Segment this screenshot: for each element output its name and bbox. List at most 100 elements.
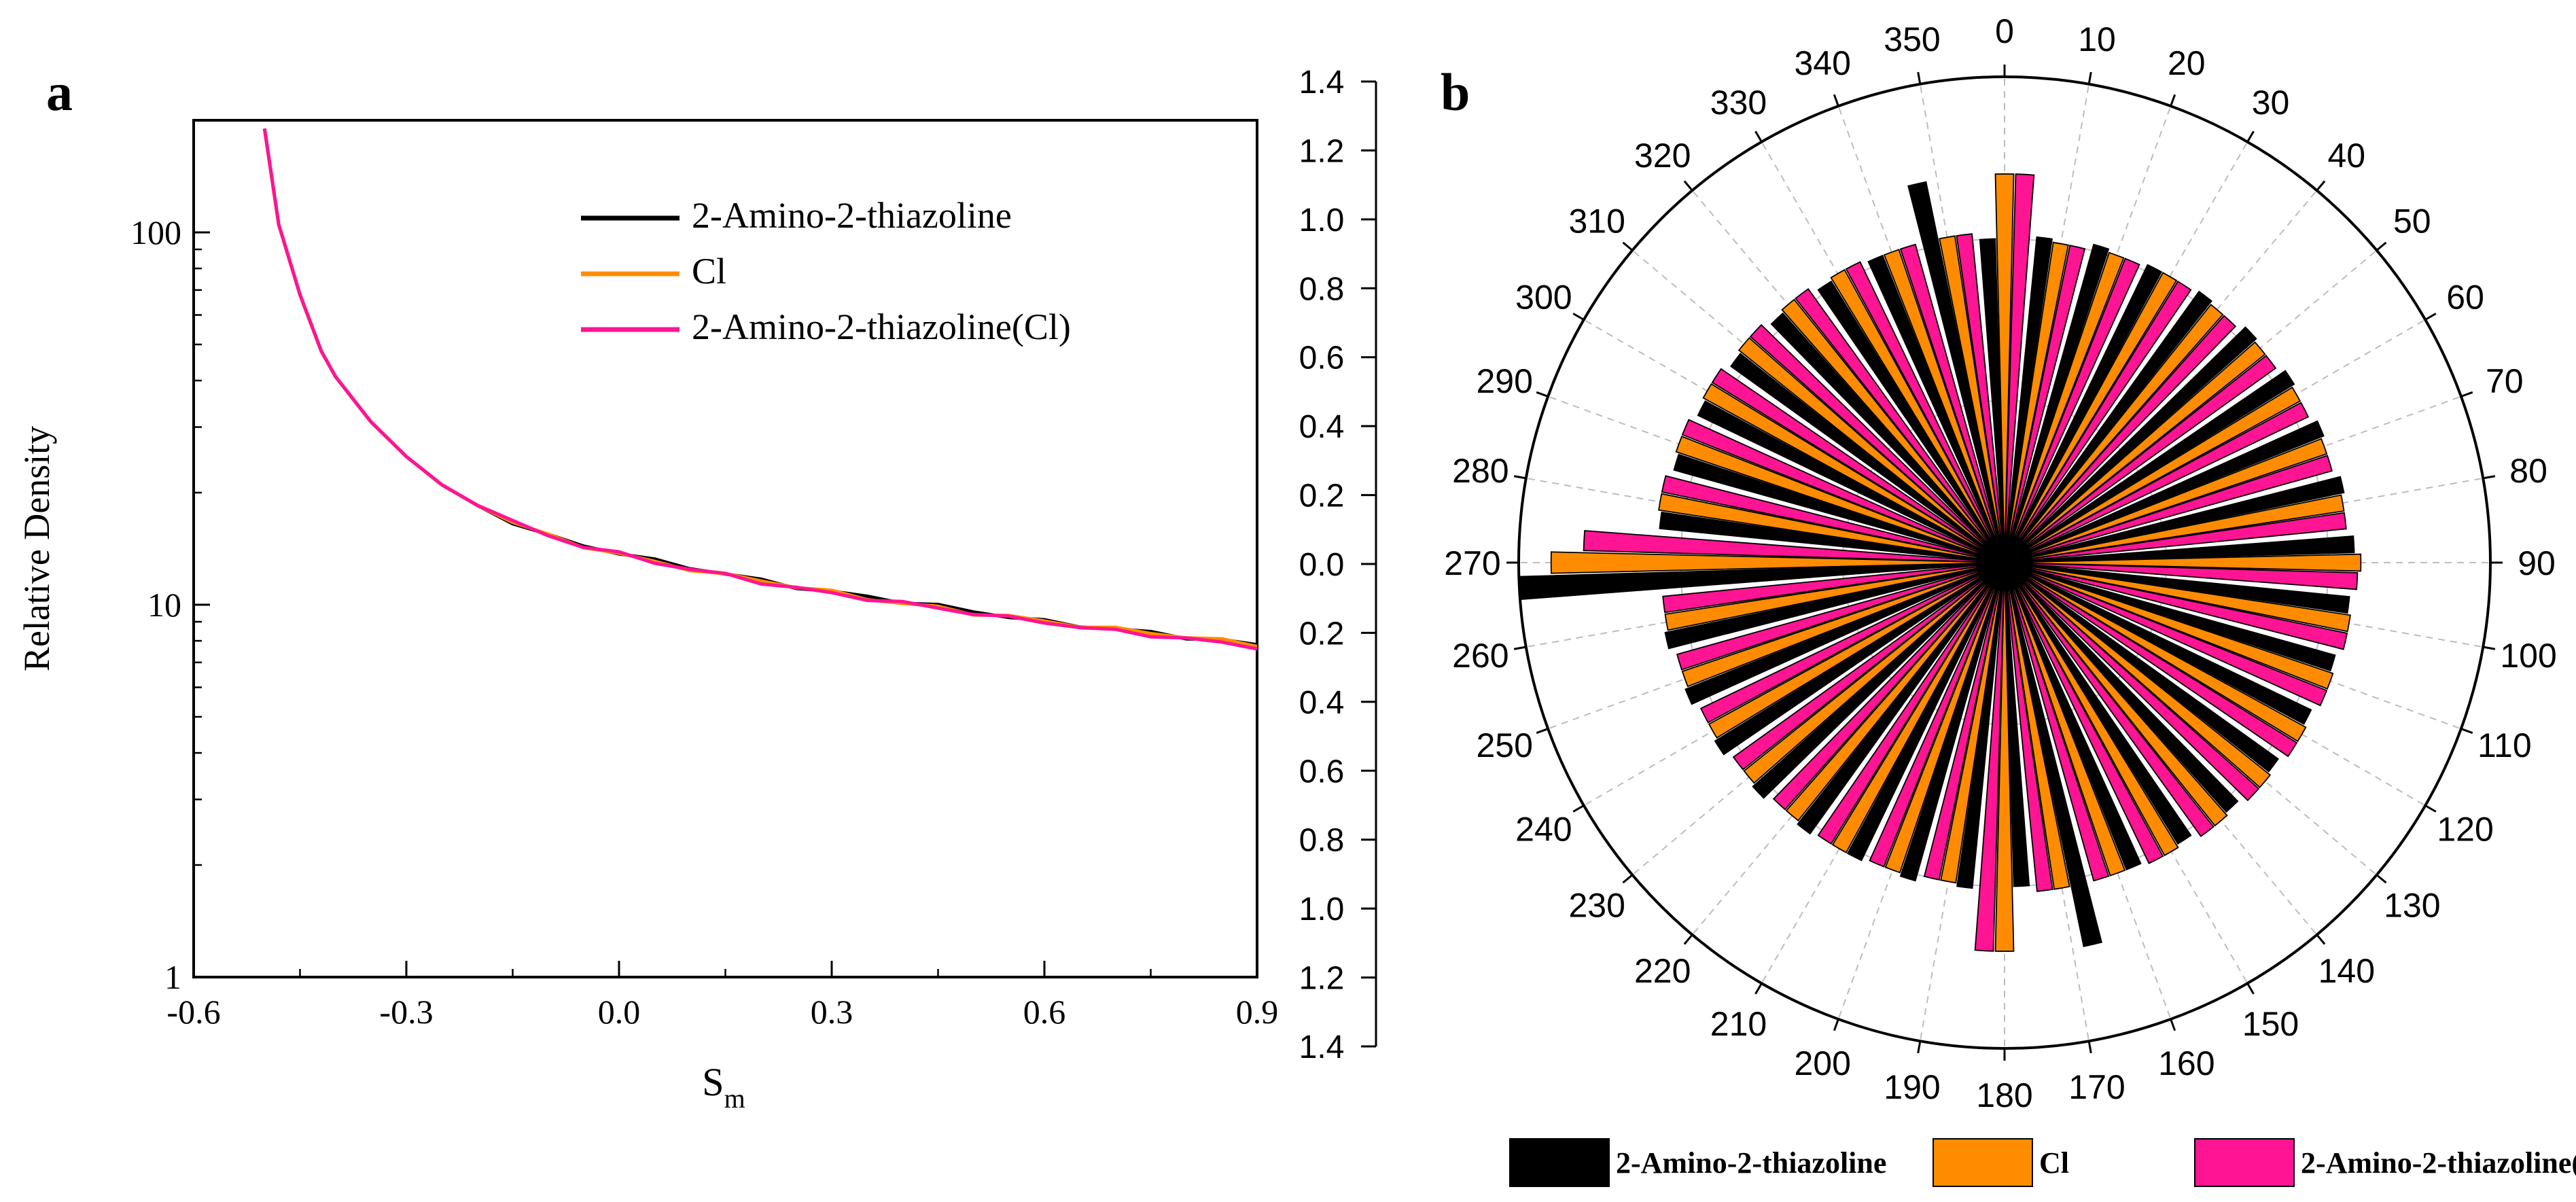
angle-tick — [2316, 180, 2326, 192]
angle-tick — [2482, 646, 2496, 650]
polar-center-hub — [1976, 534, 2033, 591]
polar-bar-2 — [1711, 368, 2005, 563]
x-axis-label-subscript: m — [724, 1083, 745, 1114]
polar-bar-0 — [1817, 280, 2005, 563]
angle-spoke — [2004, 562, 2462, 730]
polar-bar-2 — [2004, 355, 2277, 563]
angle-tick — [1536, 728, 1549, 735]
angle-spoke — [1525, 477, 2005, 563]
polar-bar-1 — [2004, 562, 2070, 890]
angle-label: 30 — [2252, 84, 2290, 122]
polar-bar-0 — [1979, 238, 2005, 563]
angle-tick — [1622, 241, 1634, 251]
angle-label: 60 — [2446, 279, 2484, 317]
polar-bar-1 — [2004, 553, 2362, 572]
polar-bar-1 — [1702, 383, 2005, 563]
polar-bar-2 — [1869, 562, 2005, 868]
polar-bar-2 — [1661, 475, 2005, 563]
angle-label: 100 — [2500, 637, 2556, 675]
polar-legend-swatch-0 — [1509, 1138, 1610, 1187]
legend-label-1: Cl — [692, 251, 726, 291]
angle-label: 240 — [1515, 811, 1572, 849]
polar-bar-0 — [2004, 562, 2030, 887]
angle-spoke — [2004, 477, 2484, 563]
polar-bar-0 — [1867, 254, 2005, 563]
angle-label: 290 — [1476, 362, 1532, 400]
angle-label: 180 — [1976, 1076, 2032, 1114]
angle-tick — [2424, 313, 2437, 321]
angle-label: 320 — [1634, 137, 1691, 175]
angle-label: 330 — [1710, 84, 1767, 122]
angle-label: 170 — [2068, 1068, 2125, 1106]
polar-bar-1 — [2004, 562, 2307, 743]
polar-bar-2 — [1583, 530, 2005, 563]
polar-bar-1 — [1785, 562, 2005, 821]
angle-tick — [1513, 475, 1527, 480]
angle-label: 110 — [2477, 726, 2532, 764]
polar-bar-0 — [1907, 181, 2005, 563]
polar-bar-2 — [2004, 562, 2164, 864]
plot-frame — [192, 119, 1258, 978]
angle-spoke — [2004, 562, 2484, 648]
polar-bar-1 — [1994, 562, 2015, 952]
angle-tick — [1683, 180, 1693, 192]
polar-bar-2 — [1732, 562, 2005, 771]
polar-bar-1 — [1831, 562, 2005, 853]
angle-label: 70 — [2486, 362, 2524, 400]
polar-bar-0 — [1518, 562, 2005, 601]
polar-bar-2 — [1795, 287, 2005, 563]
angle-spoke — [1631, 562, 2005, 876]
polar-bar-1 — [2004, 562, 2126, 877]
angle-spoke — [1691, 562, 2005, 936]
polar-bar-1 — [2004, 562, 2228, 827]
angle-spoke — [2004, 562, 2378, 876]
right-axis-tick-label: 0.2 — [1299, 616, 1345, 652]
polar-bar-0 — [1697, 400, 2005, 563]
angle-tick — [2246, 983, 2255, 995]
polar-bar-2 — [2004, 562, 2110, 882]
polar-bar-0 — [1752, 562, 2005, 799]
polar-legend-label-2: 2-Amino-2-thiazoline(Cl) — [2301, 1146, 2576, 1180]
angle-spoke — [2004, 190, 2318, 563]
polar-bar-2 — [1956, 233, 2005, 563]
polar-bar-1 — [1737, 337, 2005, 563]
polar-bar-0 — [2004, 562, 2239, 813]
polar-bar-1 — [1781, 298, 2005, 563]
polar-bar-0 — [2004, 562, 2142, 871]
polar-bar-0 — [2004, 562, 2280, 773]
right-axis-tick-label: 1.2 — [1299, 133, 1345, 169]
angle-spoke — [2004, 562, 2172, 1020]
polar-legend-swatch-1 — [1933, 1138, 2033, 1187]
polar-bar-1 — [1708, 562, 2005, 739]
angle-spoke — [2004, 562, 2426, 807]
angle-spoke — [1547, 395, 2005, 563]
polar-bar-2 — [2004, 562, 2348, 650]
angle-spoke — [1547, 562, 2005, 730]
polar-bar-2 — [1749, 323, 2005, 563]
polar-bar-2 — [2004, 455, 2333, 563]
right-axis-tick-label: 1.0 — [1299, 202, 1345, 238]
legend-label-2: 2-Amino-2-thiazoline(Cl) — [692, 306, 1071, 347]
angle-tick — [2316, 934, 2326, 945]
angle-spoke — [1919, 84, 2005, 563]
polar-bar-0 — [2004, 243, 2110, 563]
angle-tick — [1683, 934, 1693, 945]
right-axis-tick-label: 0.4 — [1299, 685, 1345, 721]
polar-bar-2 — [1676, 562, 2005, 671]
polar-bar-1 — [1883, 249, 2005, 563]
y-tick-label: 10 — [147, 586, 181, 624]
polar-bar-1 — [2004, 494, 2345, 563]
series-line-2 — [262, 128, 1258, 651]
right-axis-tick-label: 0.8 — [1299, 271, 1345, 307]
angle-tick — [2087, 71, 2092, 85]
x-tick-label: 0.0 — [598, 993, 641, 1031]
angle-tick — [1513, 646, 1527, 650]
polar-bar-2 — [2004, 315, 2237, 563]
polar-bar-0 — [1714, 562, 2005, 756]
polar-bar-0 — [2004, 562, 2192, 845]
angle-label: 80 — [2509, 452, 2547, 490]
angle-spoke — [1837, 562, 2005, 1020]
angle-label: 20 — [2168, 44, 2206, 82]
angle-tick — [1917, 1040, 1922, 1054]
